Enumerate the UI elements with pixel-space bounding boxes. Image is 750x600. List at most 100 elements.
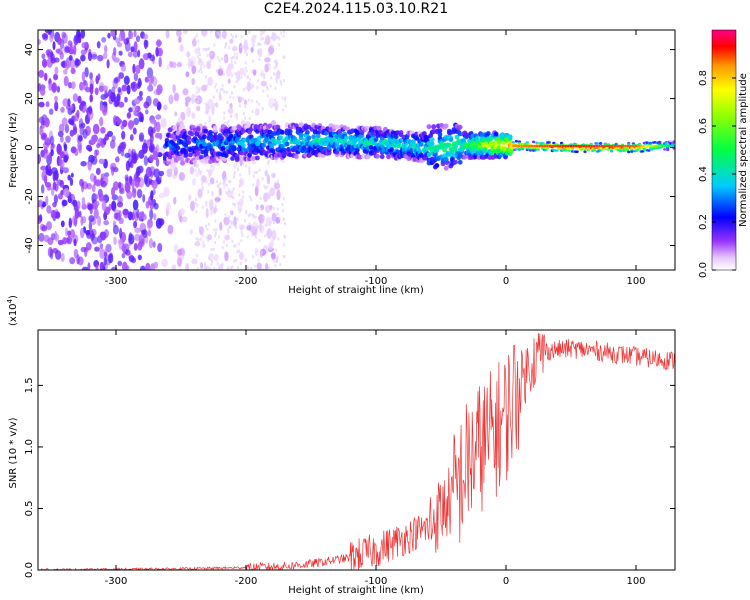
spectrogram-signal-band bbox=[163, 122, 675, 171]
noise-blob bbox=[149, 133, 154, 144]
noise-streak bbox=[221, 87, 224, 91]
noise-streak bbox=[243, 88, 245, 91]
signal-core-cell bbox=[548, 144, 552, 148]
signal-blob bbox=[180, 160, 186, 166]
noise-streak bbox=[206, 47, 209, 51]
snr-panel: -300 -200 -100 0 100 0.0 0.5 1.0 1.5 Height of … bbox=[6, 295, 676, 596]
noise-blob bbox=[119, 227, 123, 239]
signal-blob bbox=[437, 128, 443, 134]
noise-blob bbox=[185, 71, 190, 78]
noise-streak bbox=[226, 235, 229, 239]
noise-blob bbox=[126, 37, 130, 44]
noise-streak bbox=[273, 230, 276, 233]
noise-blob bbox=[38, 39, 41, 45]
noise-streak bbox=[215, 228, 218, 232]
signal-blob bbox=[603, 147, 607, 151]
noise-streak bbox=[219, 35, 222, 39]
noise-streak bbox=[221, 84, 224, 87]
noise-streak bbox=[228, 158, 231, 161]
noise-streak bbox=[230, 56, 233, 60]
signal-blob bbox=[203, 128, 209, 134]
noise-streak bbox=[232, 96, 235, 100]
noise-streak bbox=[196, 203, 199, 207]
noise-blob bbox=[223, 216, 230, 226]
noise-blob bbox=[129, 30, 134, 40]
noise-streak bbox=[212, 95, 215, 99]
noise-blob bbox=[227, 78, 231, 84]
noise-blob bbox=[127, 157, 133, 168]
noise-streak bbox=[244, 105, 247, 109]
noise-streak bbox=[276, 207, 279, 211]
signal-blob bbox=[443, 157, 449, 162]
noise-streak bbox=[255, 171, 258, 174]
noise-streak bbox=[218, 59, 221, 63]
noise-streak bbox=[236, 56, 238, 60]
x-tick-label: -200 bbox=[235, 276, 258, 287]
noise-streak bbox=[201, 205, 204, 209]
noise-streak bbox=[272, 103, 275, 107]
signal-core-cell bbox=[608, 144, 612, 148]
noise-blob bbox=[161, 258, 168, 268]
noise-blob bbox=[239, 251, 244, 260]
signal-core-cell bbox=[530, 144, 534, 148]
signal-blob bbox=[256, 139, 262, 145]
signal-blob bbox=[359, 130, 365, 135]
noise-streak bbox=[208, 47, 211, 51]
signal-blob bbox=[267, 123, 273, 129]
signal-blob bbox=[517, 140, 522, 143]
noise-streak bbox=[224, 45, 227, 49]
noise-blob bbox=[260, 248, 267, 256]
noise-blob bbox=[55, 250, 62, 260]
noise-blob bbox=[137, 112, 144, 118]
noise-blob bbox=[195, 240, 201, 247]
noise-streak bbox=[251, 84, 254, 88]
noise-streak bbox=[194, 94, 197, 98]
noise-blob bbox=[57, 37, 62, 45]
noise-streak bbox=[215, 103, 218, 106]
noise-streak bbox=[283, 79, 286, 82]
snr-x-ticks: -300 -200 -100 0 100 bbox=[105, 330, 646, 587]
noise-streak bbox=[250, 198, 253, 202]
noise-blob bbox=[197, 188, 203, 199]
signal-blob bbox=[306, 135, 312, 141]
noise-blob bbox=[132, 151, 137, 161]
noise-streak bbox=[251, 110, 254, 114]
noise-streak bbox=[267, 266, 270, 270]
noise-streak bbox=[246, 235, 249, 239]
noise-blob bbox=[183, 30, 188, 35]
noise-blob bbox=[103, 52, 108, 60]
noise-streak bbox=[242, 161, 245, 165]
signal-blob bbox=[664, 142, 668, 145]
noise-blob bbox=[124, 181, 131, 193]
noise-blob bbox=[138, 58, 145, 70]
noise-blob bbox=[132, 188, 137, 199]
noise-blob bbox=[98, 193, 105, 202]
noise-streak bbox=[204, 75, 207, 79]
noise-streak bbox=[256, 225, 259, 228]
noise-streak bbox=[230, 266, 233, 270]
noise-blob bbox=[90, 134, 98, 144]
noise-blob bbox=[49, 248, 54, 260]
noise-streak bbox=[215, 208, 218, 212]
signal-blob bbox=[386, 154, 391, 160]
noise-blob bbox=[126, 84, 131, 95]
noise-streak bbox=[276, 256, 279, 260]
signal-core-cell bbox=[587, 144, 591, 148]
noise-blob bbox=[70, 104, 74, 111]
noise-streak bbox=[276, 212, 279, 216]
noise-blob bbox=[116, 93, 121, 102]
noise-blob bbox=[186, 106, 192, 118]
noise-blob bbox=[128, 120, 134, 130]
noise-blob bbox=[179, 44, 184, 52]
noise-blob bbox=[49, 135, 55, 146]
noise-blob bbox=[115, 37, 121, 44]
signal-blob bbox=[437, 132, 443, 137]
noise-streak bbox=[203, 64, 206, 68]
noise-streak bbox=[219, 268, 222, 270]
signal-blob bbox=[558, 146, 562, 150]
noise-blob bbox=[103, 256, 107, 266]
noise-streak bbox=[267, 159, 270, 163]
signal-blob bbox=[177, 156, 182, 161]
signal-blob bbox=[448, 137, 454, 143]
noise-blob bbox=[63, 188, 70, 197]
